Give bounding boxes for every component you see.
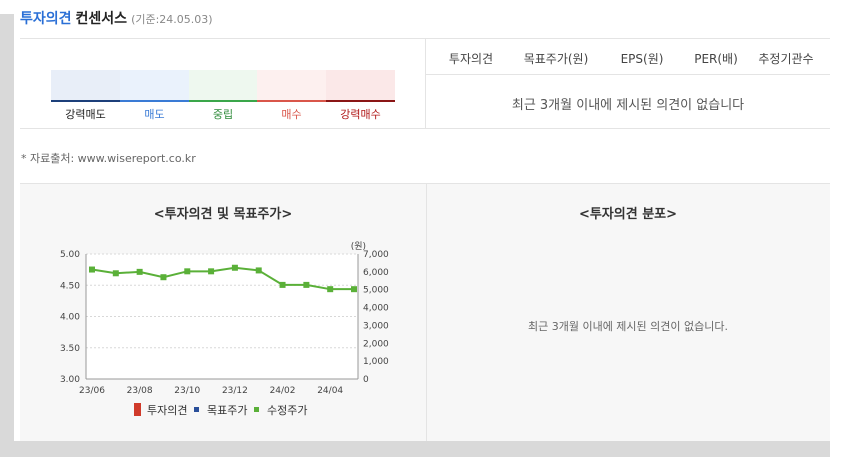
x-tick-label: 23/08 bbox=[127, 386, 153, 396]
divider bbox=[425, 39, 426, 128]
scale-segment-strong-sell bbox=[51, 70, 120, 102]
divider bbox=[20, 183, 830, 184]
y-right-tick-label: 2,000 bbox=[363, 339, 389, 349]
data-point bbox=[208, 268, 215, 275]
y-right-unit: (원) bbox=[351, 241, 366, 252]
chart-title-left: <투자의견 및 목표주가> bbox=[153, 207, 293, 222]
legend-marker bbox=[134, 403, 141, 416]
section-header: 투자의견 컨센서스 (기준:24.05.03) bbox=[20, 8, 213, 28]
y-right-tick-label: 5,000 bbox=[363, 286, 389, 296]
legend-label: 투자의견 bbox=[147, 404, 187, 417]
data-point bbox=[231, 264, 238, 271]
source-note: * 자료출처: www.wisereport.co.kr bbox=[21, 152, 196, 165]
column-header: EPS(원) bbox=[620, 52, 664, 66]
y-right-tick-label: 7,000 bbox=[363, 250, 389, 260]
y-right-tick-label: 4,000 bbox=[363, 304, 389, 314]
scale-label: 매수 bbox=[281, 108, 302, 121]
scale-segment-sell bbox=[120, 70, 189, 102]
y-right-tick-label: 0 bbox=[363, 375, 369, 385]
data-point bbox=[89, 266, 95, 273]
distribution-empty-message: 최근 3개월 이내에 제시된 의견이 없습니다. bbox=[527, 320, 729, 333]
column-header: PER(배) bbox=[694, 52, 738, 66]
y-right-tick-label: 1,000 bbox=[363, 357, 389, 367]
y-right-tick-label: 6,000 bbox=[363, 268, 389, 278]
data-point bbox=[136, 268, 143, 275]
y-left-tick-label: 3.50 bbox=[60, 344, 80, 354]
x-tick-label: 23/12 bbox=[222, 386, 248, 396]
header-title-blue: 투자의견 bbox=[20, 11, 72, 27]
scale-segment-buy bbox=[257, 70, 326, 102]
scale-segment-neutral bbox=[189, 70, 257, 102]
y-left-tick-label: 4.00 bbox=[60, 313, 80, 323]
legend-label: 수정주가 bbox=[267, 404, 307, 417]
data-point bbox=[112, 270, 119, 277]
data-point bbox=[351, 286, 357, 293]
scale-label: 매도 bbox=[144, 108, 165, 121]
scale-label: 강력매수 bbox=[340, 108, 381, 121]
data-point bbox=[327, 286, 334, 293]
scale-label: 중립 bbox=[212, 108, 234, 121]
divider bbox=[20, 38, 830, 39]
y-left-tick-label: 4.50 bbox=[60, 281, 80, 291]
y-left-tick-label: 5.00 bbox=[60, 250, 80, 260]
column-header: 목표주가(원) bbox=[523, 52, 589, 66]
x-tick-label: 24/02 bbox=[270, 386, 296, 396]
x-tick-label: 23/10 bbox=[174, 386, 200, 396]
data-point bbox=[160, 274, 167, 281]
header-date: (기준:24.05.03) bbox=[131, 13, 213, 26]
chart-title-right: <투자의견 분포> bbox=[578, 207, 678, 222]
data-point bbox=[303, 281, 310, 288]
column-header: 추정기관수 bbox=[758, 52, 814, 66]
data-point bbox=[255, 267, 262, 274]
scale-segment-strong-buy bbox=[326, 70, 395, 102]
x-tick-label: 23/06 bbox=[79, 386, 105, 396]
scrollbar[interactable] bbox=[830, 0, 844, 457]
legend-label: 목표주가 bbox=[207, 404, 247, 417]
series-line bbox=[91, 266, 354, 291]
y-right-tick-label: 3,000 bbox=[363, 321, 389, 331]
data-point bbox=[184, 268, 191, 275]
divider bbox=[426, 184, 427, 441]
legend-marker bbox=[254, 407, 259, 412]
header-title: 컨센서스 bbox=[75, 11, 128, 27]
x-tick-label: 24/04 bbox=[317, 386, 343, 396]
legend-marker bbox=[194, 407, 199, 412]
data-point bbox=[279, 281, 286, 288]
scale-label: 강력매도 bbox=[65, 108, 106, 121]
column-header: 투자의견 bbox=[448, 52, 494, 66]
table-empty-message: 최근 3개월 이내에 제시된 의견이 없습니다 bbox=[511, 98, 745, 113]
y-left-tick-label: 3.00 bbox=[60, 375, 80, 385]
divider bbox=[426, 74, 830, 75]
divider bbox=[20, 128, 830, 129]
